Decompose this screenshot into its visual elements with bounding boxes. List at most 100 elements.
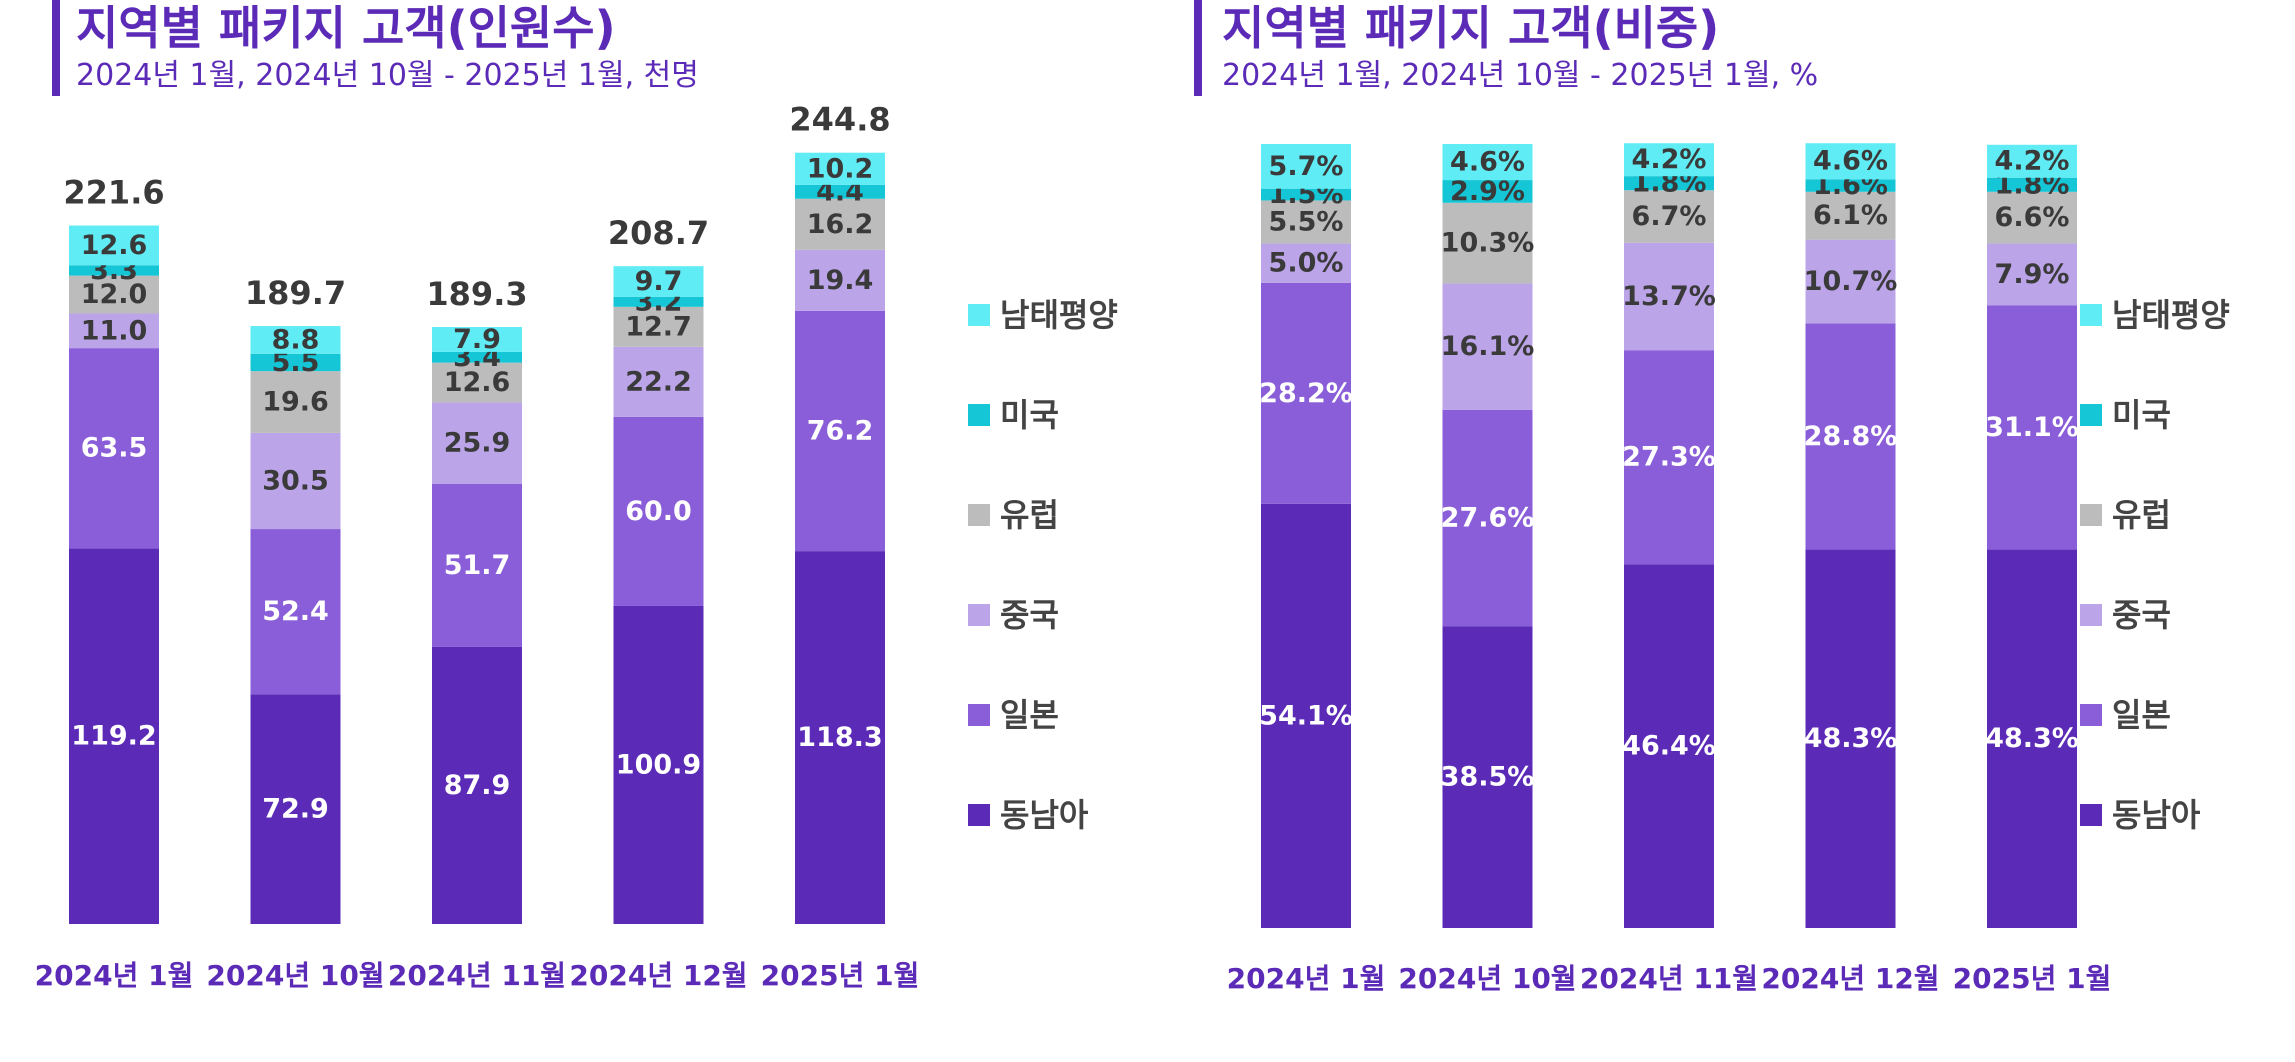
legend-swatch — [2080, 504, 2102, 526]
data-label: 13.7% — [1622, 281, 1716, 312]
data-label: 10.3% — [1441, 228, 1535, 259]
data-label: 5.5% — [1269, 207, 1344, 238]
category-label: 2024년 1월 — [35, 959, 194, 992]
bar-segment — [1261, 503, 1351, 928]
legend-label: 남태평양 — [1000, 296, 1118, 334]
bar-segment — [432, 402, 522, 484]
bar-segment — [1624, 176, 1714, 191]
bar-segment — [432, 362, 522, 403]
data-label: 10.2 — [807, 153, 874, 184]
legend-item-oceania: 남태평양 — [968, 290, 1118, 390]
title-accent-bar — [52, 0, 60, 96]
data-label: 7.9 — [453, 324, 501, 355]
category-label: 2024년 11월 — [388, 959, 566, 992]
data-label: 54.1% — [1259, 700, 1353, 731]
chart-subtitle: 2024년 1월, 2024년 10월 - 2025년 1월, 천명 — [76, 58, 699, 93]
legend-item-europe: 유럽 — [968, 490, 1118, 590]
legend-label: 미국 — [2112, 396, 2171, 434]
bar-segment — [613, 296, 704, 307]
bar-segment — [795, 310, 885, 552]
legend-label: 중국 — [2112, 596, 2171, 634]
bar-segment — [250, 371, 341, 433]
data-label: 25.9 — [444, 428, 511, 459]
data-label: 28.8% — [1804, 421, 1898, 452]
data-label: 48.3% — [1804, 723, 1898, 754]
data-label: 76.2 — [807, 416, 874, 447]
bar-segment — [1987, 549, 2077, 928]
bar-segment — [69, 548, 159, 924]
bar-segment — [432, 646, 522, 924]
bar-segment — [250, 326, 341, 354]
category-label: 2024년 10월 — [206, 959, 384, 992]
bar-segment — [1624, 564, 1714, 928]
data-label: 38.5% — [1441, 762, 1535, 793]
bar-segment — [1987, 305, 2077, 550]
legend-label: 일본 — [2112, 696, 2171, 734]
data-label: 8.8 — [272, 324, 320, 355]
data-label: 48.3% — [1985, 723, 2079, 754]
legend-item-southeast-asia: 동남아 — [968, 790, 1118, 890]
bar-segment — [1261, 282, 1351, 504]
legend-item-europe: 유럽 — [2080, 490, 2230, 590]
chart-title: 지역별 패키지 고객(비중) — [1222, 1, 1720, 55]
bar-segment — [250, 432, 341, 530]
bar-segment — [1805, 179, 1896, 192]
data-label: 51.7 — [444, 550, 511, 581]
total-label: 221.6 — [63, 174, 164, 212]
bar-segment — [432, 351, 522, 363]
bar-segment — [613, 346, 704, 417]
data-label: 16.1% — [1441, 331, 1535, 362]
category-label: 2024년 10월 — [1398, 962, 1576, 995]
data-label: 52.4 — [262, 596, 329, 627]
bar-segment — [69, 348, 159, 549]
bar-segment — [1987, 243, 2077, 306]
bar-segment — [1261, 243, 1351, 283]
bar-segment — [432, 483, 522, 647]
legend-item-usa: 미국 — [2080, 390, 2230, 490]
data-label: 12.6 — [444, 367, 511, 398]
data-label: 12.6 — [81, 230, 148, 261]
bar-segment — [250, 353, 341, 372]
data-label: 31.1% — [1985, 412, 2079, 443]
data-label: 7.9% — [1995, 259, 2070, 290]
legend-label: 남태평양 — [2112, 296, 2230, 334]
category-label: 2024년 1월 — [1227, 962, 1386, 995]
bar-segment — [1805, 549, 1896, 928]
legend-swatch — [2080, 804, 2102, 826]
total-label: 189.7 — [245, 274, 346, 312]
bar-segment — [613, 266, 704, 297]
data-label: 11.0 — [81, 315, 148, 346]
bar-segment — [795, 184, 885, 199]
legend-swatch — [968, 304, 990, 326]
data-label: 27.6% — [1441, 502, 1535, 533]
data-label: 87.9 — [444, 770, 511, 801]
chart-legend: 남태평양 미국 유럽 중국 일본 동남아 — [968, 290, 1118, 890]
bar-segment — [1261, 188, 1351, 201]
bar-segment — [432, 327, 522, 352]
legend-label: 미국 — [1000, 396, 1059, 434]
bar-segment — [1987, 177, 2077, 192]
category-label: 2024년 12월 — [569, 959, 747, 992]
bar-segment — [1805, 239, 1896, 324]
legend-label: 중국 — [1000, 596, 1059, 634]
bar-segment — [795, 551, 885, 924]
legend-swatch — [968, 704, 990, 726]
legend-item-japan: 일본 — [2080, 690, 2230, 790]
bar-segment — [69, 225, 159, 266]
legend-swatch — [968, 604, 990, 626]
share-stacked-bar-chart: 54.1%28.2%5.0%5.5%1.5%5.7%2024년 1월38.5%2… — [1227, 143, 2111, 995]
bar-segment — [1442, 144, 1533, 181]
data-label: 9.7 — [635, 266, 683, 297]
legend-label: 동남아 — [1000, 796, 1089, 834]
data-label: 63.5 — [81, 433, 148, 464]
bar-segment — [1442, 202, 1533, 284]
chart-title: 지역별 패키지 고객(인원수) — [76, 1, 616, 55]
data-label: 60.0 — [625, 496, 692, 527]
bar-segment — [613, 306, 704, 347]
data-label: 119.2 — [71, 721, 156, 752]
data-label: 19.6 — [262, 387, 329, 418]
legend-item-japan: 일본 — [968, 690, 1118, 790]
data-label: 12.7 — [625, 311, 692, 342]
data-label: 4.2% — [1632, 144, 1707, 175]
category-label: 2024년 11월 — [1580, 962, 1758, 995]
